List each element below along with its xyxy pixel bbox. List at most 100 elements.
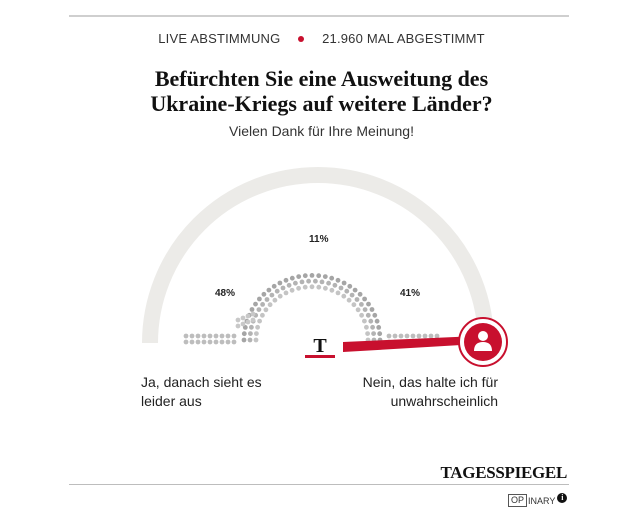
vote-dot	[354, 297, 360, 302]
vote-dot	[341, 280, 347, 286]
answer-yes-label: Ja, danach sieht es leider aus	[141, 373, 301, 411]
vote-dot	[352, 287, 358, 293]
live-status-row: LIVE ABSTIMMUNG 21.960 MAL ABGESTIMMT	[0, 31, 643, 46]
vote-dot	[335, 290, 341, 296]
vote-dot	[319, 279, 325, 285]
vote-dot	[386, 333, 392, 339]
vote-dot	[213, 333, 219, 339]
opinary-logo[interactable]: OP INARY i	[508, 492, 568, 507]
vote-dot	[257, 296, 262, 302]
vote-dot	[428, 333, 434, 339]
answer-no-line-2: unwahrscheinlich	[390, 393, 498, 409]
vote-dot	[366, 301, 371, 307]
vote-dot	[256, 307, 262, 312]
vote-dot	[316, 273, 322, 279]
vote-dot	[250, 311, 256, 317]
vote-dot	[357, 291, 363, 297]
vote-dot	[257, 318, 262, 324]
vote-dot	[372, 312, 378, 318]
vote-dot	[254, 331, 259, 336]
vote-dot	[250, 317, 256, 323]
vote-dot	[355, 307, 361, 313]
vote-dot	[241, 331, 247, 337]
user-vote-marker[interactable]	[458, 317, 508, 367]
vote-dot	[253, 301, 258, 307]
vote-dot	[189, 339, 195, 345]
vote-dot	[377, 331, 383, 337]
vote-dot	[359, 302, 364, 307]
vote-count: 21.960 MAL ABGESTIMMT	[322, 31, 485, 46]
yes-percentage: 48%	[215, 288, 236, 299]
vote-dot	[392, 333, 398, 339]
vote-dot	[277, 280, 283, 286]
vote-dot	[264, 297, 270, 302]
bottom-divider	[69, 484, 569, 485]
info-icon[interactable]: i	[557, 492, 568, 503]
vote-dot	[326, 280, 331, 286]
opinary-text: INARY	[528, 495, 556, 506]
vote-dot	[249, 307, 255, 312]
vote-dot	[289, 275, 295, 281]
vote-dot	[195, 339, 201, 345]
neutral-percentage: 11%	[309, 234, 329, 245]
vote-dot	[341, 293, 347, 299]
vote-dot	[283, 290, 289, 296]
answer-yes-line-1: Ja, danach sieht es	[141, 374, 262, 390]
vote-dot	[271, 283, 277, 289]
vote-dot	[362, 318, 367, 324]
vote-dot	[332, 282, 338, 288]
vote-dot	[235, 323, 241, 329]
thank-you-message: Vielen Dank für Ihre Meinung!	[229, 123, 414, 139]
vote-dot	[240, 321, 246, 327]
vote-dot	[267, 302, 273, 308]
vote-dot	[422, 333, 428, 339]
vote-dot	[323, 285, 328, 291]
top-divider	[69, 15, 569, 17]
vote-dot	[235, 317, 241, 323]
vote-dot	[263, 307, 269, 313]
gauge-needle	[343, 336, 478, 352]
vote-dot	[225, 339, 231, 345]
vote-dot	[362, 296, 367, 302]
vote-dot	[195, 333, 201, 339]
vote-dot	[255, 324, 260, 330]
vote-dot	[219, 333, 225, 339]
vote-dot	[225, 333, 231, 339]
vote-dot	[240, 315, 246, 321]
vote-dot	[362, 307, 368, 312]
vote-dot	[365, 312, 371, 318]
vote-dot	[231, 333, 237, 339]
vote-dot	[242, 325, 248, 330]
vote-dots	[183, 273, 440, 345]
vote-dot	[306, 278, 311, 284]
tagesspiegel-logo-mark: T	[313, 335, 327, 357]
vote-dot	[351, 302, 357, 308]
vote-dot	[410, 333, 416, 339]
vote-dot	[302, 284, 308, 290]
vote-dot	[269, 292, 275, 298]
vote-dot	[370, 324, 375, 330]
answer-no-line-1: Nein, das halte ich für	[362, 374, 498, 390]
vote-dot	[398, 333, 404, 339]
vote-dot	[248, 331, 253, 336]
vote-dot	[302, 273, 308, 279]
vote-dot	[207, 333, 213, 339]
vote-dot	[293, 280, 298, 286]
vote-dot	[253, 337, 259, 343]
vote-dot	[219, 339, 225, 345]
vote-dot	[280, 285, 286, 291]
vote-dot	[245, 319, 251, 325]
tagesspiegel-logo[interactable]: TAGESSPIEGEL	[440, 463, 568, 482]
opinary-box: OP	[508, 494, 528, 507]
vote-dot	[183, 333, 189, 339]
vote-dot	[313, 278, 318, 284]
vote-dot	[247, 337, 253, 343]
vote-dot	[364, 324, 369, 330]
vote-dot	[213, 339, 219, 345]
vote-dot	[201, 339, 207, 345]
vote-dot	[296, 285, 301, 291]
vote-dot	[207, 339, 213, 345]
vote-dot	[289, 287, 295, 293]
vote-dot	[329, 287, 335, 293]
